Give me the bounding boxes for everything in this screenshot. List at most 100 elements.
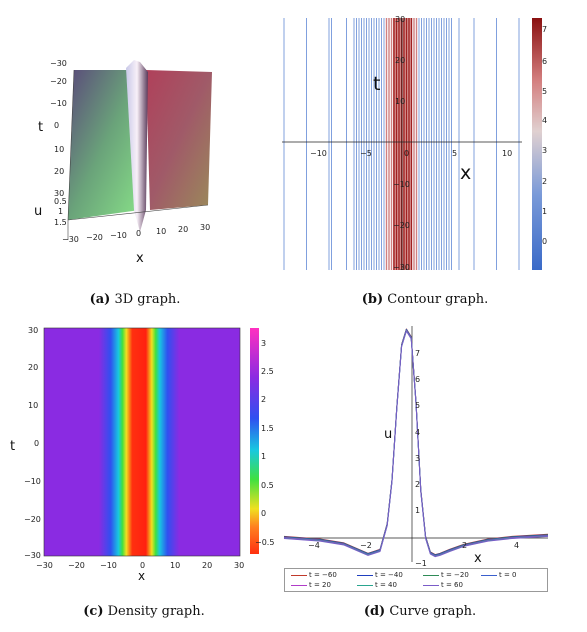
caption-d: (d) Curve graph. [340, 604, 500, 619]
caption-tag: (a) [89, 292, 111, 307]
u-axis-label: u [384, 427, 392, 442]
x-tick: 30 [234, 561, 244, 570]
caption-b: (b) Contour graph. [340, 292, 510, 307]
legend-item: t = 60 [423, 580, 463, 590]
u-axis-label: u [34, 204, 42, 219]
t-axis-ticks: 30 20 10 0 −10 −20 −30 [24, 326, 41, 560]
surface-peak-ridge [126, 60, 148, 232]
x-tick: −4 [308, 541, 320, 550]
panel-3d-graph: −30 −20 −10 0 10 20 30 t 1.5 1 0.5 u −30… [28, 40, 238, 270]
series-line [283, 330, 549, 558]
t-axis-ticks: −30 −20 −10 0 10 20 30 [50, 59, 67, 198]
caption-a: (a) 3D graph. [60, 292, 210, 307]
u-tick: 4 [415, 428, 420, 437]
contour-lines [283, 18, 520, 270]
u-tick: 5 [415, 401, 420, 410]
colorbar-tick: 6 [542, 57, 547, 66]
u-tick: 2 [415, 480, 420, 489]
x-tick: 30 [200, 223, 210, 232]
colorbar-tick: 1.5 [261, 424, 274, 433]
colorbar-tick: 4 [542, 116, 547, 125]
x-tick: 0 [140, 561, 145, 570]
colorbar-tick: 0.5 [261, 481, 274, 490]
legend-item: t = 40 [357, 580, 397, 590]
x-tick: 20 [202, 561, 212, 570]
u-tick: −1 [415, 559, 427, 568]
u-axis-ticks: 7 6 5 4 3 2 1 −1 [415, 349, 427, 568]
u-tick: 3 [415, 454, 420, 463]
x-axis-label: x [460, 162, 471, 184]
legend-swatch [291, 574, 307, 576]
x-tick: 20 [178, 225, 188, 234]
t-axis-label: t [10, 439, 15, 454]
colorbar-tick: 2 [542, 177, 547, 186]
caption-tag: (c) [83, 604, 104, 619]
x-tick: 0 [404, 149, 409, 158]
colorbar-tick: 7 [542, 25, 547, 34]
x-axis-label: x [136, 251, 144, 266]
u-tick: 7 [415, 349, 420, 358]
x-tick: −30 [62, 235, 79, 244]
caption-text: 3D graph. [114, 292, 181, 307]
x-axis-ticks: −10 −5 0 5 10 [310, 149, 512, 158]
surface-right-sheet [146, 70, 212, 210]
x-tick: 10 [502, 149, 512, 158]
colorbar-tick: 0 [261, 509, 266, 518]
curve-plot: −4 −2 2 4 7 6 5 4 3 2 1 −1 u x [283, 326, 549, 568]
u-tick: 6 [415, 375, 420, 384]
colorbar [532, 18, 542, 270]
colorbar-ticks: 7 6 5 4 3 2 1 0 [542, 25, 547, 246]
colorbar-ticks: 3 2.5 2 1.5 1 0.5 0 −0.5 [255, 339, 274, 547]
series-line [283, 328, 549, 556]
u-tick: 1 [415, 506, 420, 515]
t-tick: −10 [393, 180, 410, 189]
series-line [283, 329, 549, 556]
panel-density-graph: 30 20 10 0 −10 −20 −30 t −30 −20 −10 0 1… [6, 324, 274, 584]
legend-label: t = −60 [309, 571, 337, 579]
x-tick: −10 [310, 149, 327, 158]
t-tick: 20 [54, 167, 64, 176]
colorbar [250, 328, 259, 554]
legend-swatch [423, 584, 439, 586]
caption-text: Contour graph. [387, 292, 489, 307]
colorbar-tick: 1 [542, 207, 547, 216]
t-tick: 30 [54, 189, 64, 198]
x-tick: 10 [170, 561, 180, 570]
panel-contour-graph: −10 −5 0 5 10 30 20 10 −10 −20 −30 t x 7… [280, 14, 550, 276]
t-tick: −20 [24, 515, 41, 524]
caption-tag: (d) [363, 604, 386, 619]
surface-3d-plot: −30 −20 −10 0 10 20 30 t 1.5 1 0.5 u −30… [34, 59, 212, 266]
legend-item: t = −40 [357, 570, 403, 580]
t-axis-ticks: 30 20 10 −10 −20 −30 [393, 15, 410, 272]
t-tick: −20 [50, 77, 67, 86]
t-tick: −10 [24, 477, 41, 486]
legend-item: t = −20 [423, 570, 469, 580]
x-tick: 4 [514, 541, 519, 550]
curve-series-group [283, 328, 549, 558]
x-axis-label: x [138, 569, 145, 583]
legend-swatch [357, 574, 373, 576]
series-line [283, 329, 549, 557]
x-tick: 2 [462, 541, 467, 550]
legend-label: t = −40 [375, 571, 403, 579]
series-line [283, 329, 549, 557]
t-tick: 20 [395, 56, 405, 65]
x-tick: 0 [136, 229, 141, 238]
colorbar-tick: 1 [261, 452, 266, 461]
legend-item: t = 0 [481, 570, 517, 580]
legend-label: t = 20 [309, 581, 331, 589]
caption-text: Curve graph. [389, 604, 477, 619]
colorbar-tick: 3 [261, 339, 266, 348]
u-axis-ticks: 1.5 1 0.5 [54, 197, 67, 227]
x-tick: −2 [360, 541, 372, 550]
colorbar-tick: 2.5 [261, 367, 274, 376]
u-tick: 1.5 [54, 218, 67, 227]
t-tick: 10 [54, 145, 64, 154]
density-field [44, 328, 240, 556]
legend-swatch [357, 584, 373, 586]
t-tick: 0 [34, 439, 39, 448]
surface-left-sheet [68, 70, 140, 220]
legend-label: t = 60 [441, 581, 463, 589]
x-axis-ticks: −30 −20 −10 0 10 20 30 [62, 223, 210, 244]
x-tick: −10 [100, 561, 117, 570]
